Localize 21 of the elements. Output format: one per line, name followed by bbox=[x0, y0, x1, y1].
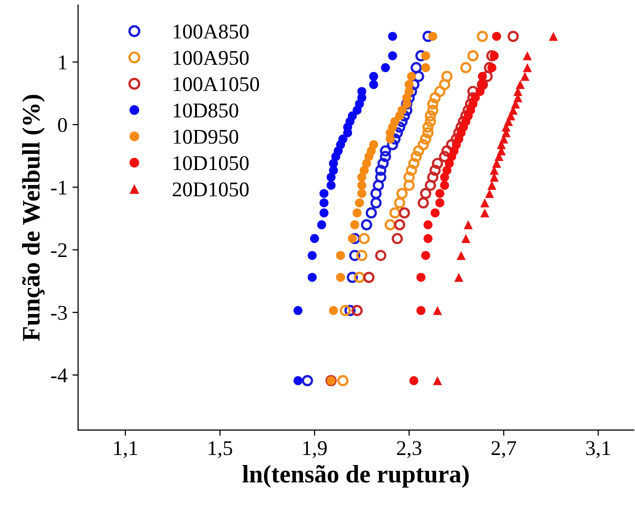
x-tick-label: 1,5 bbox=[208, 441, 232, 458]
x-tick-label: 2,7 bbox=[492, 441, 516, 458]
y-axis-title: Função de Weibull (%) bbox=[22, 94, 45, 341]
legend-label: 20D1050 bbox=[172, 182, 249, 196]
legend-label: 100A1050 bbox=[174, 77, 260, 92]
x-tick-label: 2,3 bbox=[397, 441, 422, 458]
x-tick-label: 3,1 bbox=[586, 441, 610, 458]
y-tick-label: -1 bbox=[51, 180, 66, 194]
y-tick-label: -2 bbox=[51, 243, 67, 258]
y-tick-label: -4 bbox=[51, 368, 68, 382]
legend-label: 10D850 bbox=[174, 103, 238, 118]
y-tick-label: 1 bbox=[59, 56, 66, 70]
x-axis-title: ln(tensão de ruptura) bbox=[242, 464, 469, 488]
legend-label: 100A950 bbox=[174, 50, 249, 65]
x-tick-label: 1,9 bbox=[303, 441, 327, 458]
legend-label: 10D950 bbox=[174, 130, 238, 144]
y-tick-label: -3 bbox=[51, 306, 67, 320]
x-tick-label: 1,1 bbox=[114, 441, 138, 458]
legend-label: 100A850 bbox=[174, 24, 249, 39]
y-tick-label: 0 bbox=[58, 118, 67, 132]
legend-label: 10D1050 bbox=[174, 156, 249, 170]
